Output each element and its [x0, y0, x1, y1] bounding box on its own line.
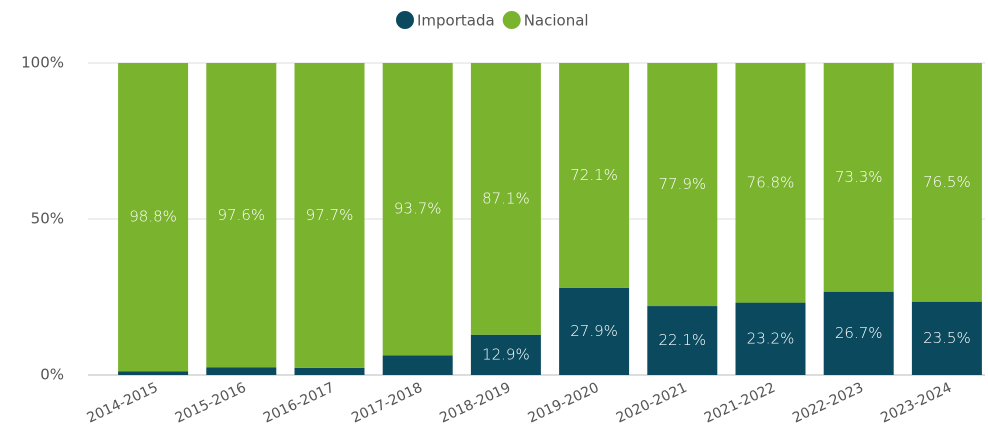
bar-segment [647, 306, 718, 375]
data-label: 87.1% [482, 189, 530, 207]
legend-label: Importada [417, 12, 495, 30]
x-tick-label: 2018-2019 [437, 380, 513, 427]
bar-segment [911, 301, 982, 375]
legend-swatch [502, 11, 521, 29]
y-tick-label: 50% [31, 210, 64, 228]
bar-segment [294, 63, 365, 368]
data-label: 77.9% [658, 175, 706, 193]
data-label: 12.9% [482, 345, 530, 363]
x-tick-label: 2015-2016 [173, 380, 249, 427]
bar-segment [559, 287, 630, 375]
x-tick-label: 2016-2017 [261, 380, 337, 427]
legend-swatch [396, 11, 414, 29]
bar-segment [911, 63, 982, 302]
bar-segment [470, 334, 541, 375]
data-label: 23.2% [747, 329, 795, 347]
data-label: 26.7% [835, 324, 883, 342]
bar-segment [382, 63, 453, 356]
x-tick-label: 2020-2021 [614, 380, 690, 427]
data-label: 98.8% [129, 208, 177, 226]
data-label: 72.1% [570, 166, 618, 184]
bar-segment [735, 302, 806, 375]
x-tick-label: 2019-2020 [526, 380, 602, 427]
x-tick-label: 2017-2018 [349, 380, 425, 427]
data-label: 22.1% [658, 331, 706, 349]
data-label: 93.7% [394, 200, 442, 218]
bar-segment [382, 355, 453, 375]
bar-segment [735, 63, 806, 303]
data-label: 97.6% [217, 206, 265, 224]
data-label: 76.5% [923, 173, 971, 191]
bar-segment [823, 63, 894, 292]
bar-segment [118, 371, 189, 375]
bar-segment [470, 63, 541, 335]
data-label: 23.5% [923, 329, 971, 347]
bar-segment [823, 291, 894, 375]
y-tick-label: 100% [21, 54, 64, 72]
bar-segment [559, 63, 630, 288]
data-label: 97.7% [306, 206, 354, 224]
data-label: 73.3% [835, 168, 883, 186]
legend-label: Nacional [524, 12, 589, 30]
x-tick-label: 2014-2015 [85, 380, 161, 427]
bar-segment [647, 63, 718, 307]
x-tick-label: 2021-2022 [702, 380, 778, 427]
bar-segment [206, 367, 277, 375]
x-tick-label: 2022-2023 [790, 380, 866, 427]
x-tick-label: 2023-2024 [878, 380, 954, 427]
data-label: 76.8% [747, 173, 795, 191]
y-tick-label: 0% [40, 366, 64, 384]
bar-segment [118, 63, 189, 372]
data-label: 27.9% [570, 322, 618, 340]
bar-segment [294, 367, 365, 375]
bar-segment [206, 63, 277, 368]
